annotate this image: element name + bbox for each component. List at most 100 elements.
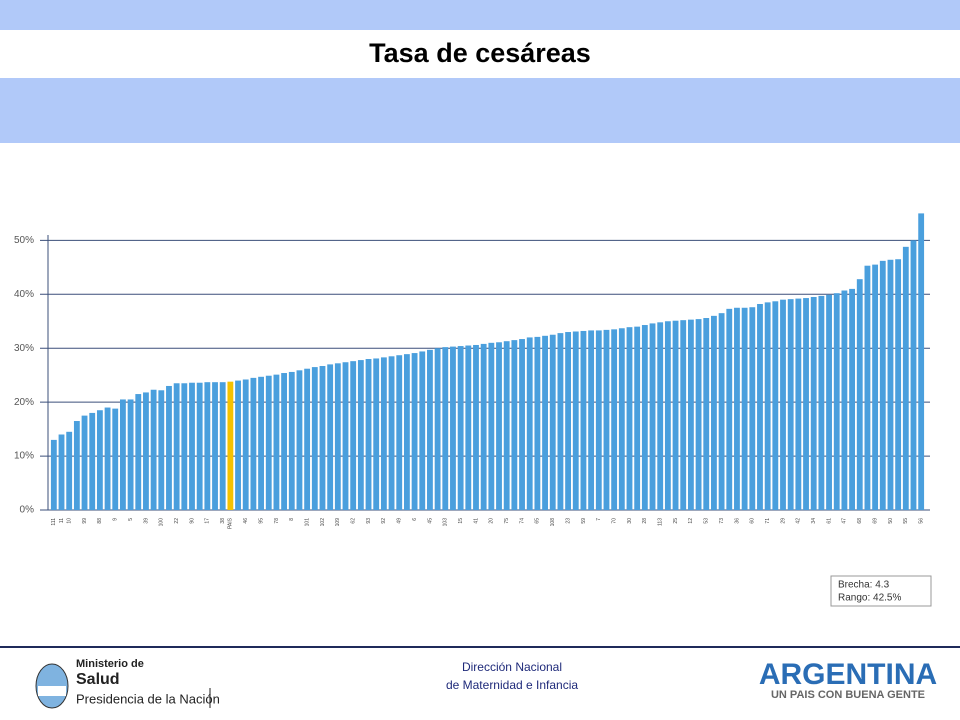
bar — [434, 348, 441, 510]
bar — [833, 293, 840, 510]
bar — [480, 343, 487, 510]
bar — [104, 407, 111, 510]
x-tick-label: 95 — [258, 518, 264, 524]
bar — [764, 302, 771, 510]
bar — [181, 383, 188, 510]
bar — [304, 368, 311, 510]
bar — [120, 399, 126, 510]
bar — [450, 346, 456, 510]
bar — [296, 370, 303, 510]
x-tick-label: 9 — [113, 518, 119, 521]
bar — [734, 307, 740, 510]
annotation: Brecha: 4.3 — [838, 580, 890, 591]
bar — [703, 318, 710, 510]
x-tick-label: 68 — [857, 518, 863, 524]
x-tick-label: 47 — [842, 518, 848, 524]
bar — [841, 290, 848, 510]
bar — [910, 240, 917, 510]
bar — [603, 329, 610, 510]
bar — [50, 439, 57, 510]
bar — [741, 307, 748, 510]
x-tick-label: 49 — [397, 518, 403, 524]
bar — [787, 299, 794, 510]
bar — [288, 371, 295, 510]
bar — [227, 381, 234, 510]
x-tick-label: 70 — [611, 518, 617, 524]
annotation: Rango: 42.5% — [838, 593, 901, 604]
bar — [757, 303, 763, 510]
y-tick-label: 10% — [14, 451, 34, 462]
bar — [588, 330, 595, 510]
bar — [89, 412, 96, 510]
bar — [641, 325, 648, 510]
bar — [465, 345, 472, 510]
x-tick-label: 69 — [872, 518, 878, 524]
bar — [711, 315, 717, 510]
bar — [388, 356, 395, 510]
bar — [403, 354, 410, 510]
bar — [526, 337, 533, 510]
bar — [212, 382, 218, 510]
bar — [419, 351, 426, 510]
x-tick-label: 109 — [335, 518, 341, 527]
x-tick-label: 29 — [780, 518, 786, 524]
x-tick-label: 12 — [688, 518, 694, 524]
x-tick-label: 88 — [97, 518, 103, 524]
bar — [872, 264, 879, 510]
bar — [595, 330, 602, 510]
x-tick-label: 30 — [627, 518, 633, 524]
bar — [189, 382, 195, 510]
x-tick-label: 101 — [304, 518, 310, 527]
bar — [242, 379, 249, 510]
x-tick-label: 65 — [535, 518, 541, 524]
bar — [235, 380, 241, 510]
left-logo: Ministerio de Salud Presidencia de la Na… — [35, 658, 220, 709]
bar — [749, 307, 756, 510]
bar — [611, 329, 618, 510]
bar — [281, 373, 288, 510]
bar — [849, 288, 855, 510]
bar — [166, 385, 172, 510]
bar — [411, 353, 418, 510]
bar — [542, 335, 548, 510]
y-tick-label: 50% — [14, 235, 34, 246]
bar — [810, 296, 817, 510]
x-tick-label: 25 — [673, 518, 679, 524]
y-tick-label: 30% — [14, 343, 34, 354]
x-tick-label: 92 — [381, 518, 387, 524]
bar — [772, 301, 779, 510]
brand-text: ARGENTINA — [759, 658, 937, 691]
bar — [657, 322, 664, 510]
bar — [373, 358, 380, 510]
bar — [918, 213, 925, 510]
x-tick-label: 36 — [734, 518, 740, 524]
bar — [818, 295, 825, 510]
x-tick-label: 5 — [128, 518, 134, 521]
bar — [219, 382, 226, 510]
x-tick-label: 8 — [289, 518, 295, 521]
bar — [350, 361, 357, 510]
bar — [66, 431, 73, 510]
brand-text: UN PAIS CON BUENA GENTE — [771, 689, 925, 701]
logo-text: Ministerio de — [76, 658, 144, 670]
bar — [895, 259, 902, 510]
bar — [112, 408, 119, 510]
x-tick-label: 28 — [642, 518, 648, 524]
bar — [580, 330, 587, 510]
x-tick-label: 45 — [427, 518, 433, 524]
x-tick-label: 6 — [412, 518, 418, 521]
x-tick-label: 75 — [504, 518, 510, 524]
sub-band — [0, 78, 960, 143]
bar — [718, 313, 725, 510]
x-tick-label: 41 — [473, 518, 479, 524]
bar — [879, 260, 886, 510]
x-tick-label: 22 — [174, 518, 180, 524]
bar — [672, 320, 679, 510]
bar — [534, 336, 541, 510]
x-tick-label: 23 — [565, 518, 571, 524]
footer-text: Dirección Nacional — [462, 660, 562, 674]
bar — [626, 327, 633, 510]
bar — [457, 346, 464, 510]
bar — [273, 374, 280, 510]
